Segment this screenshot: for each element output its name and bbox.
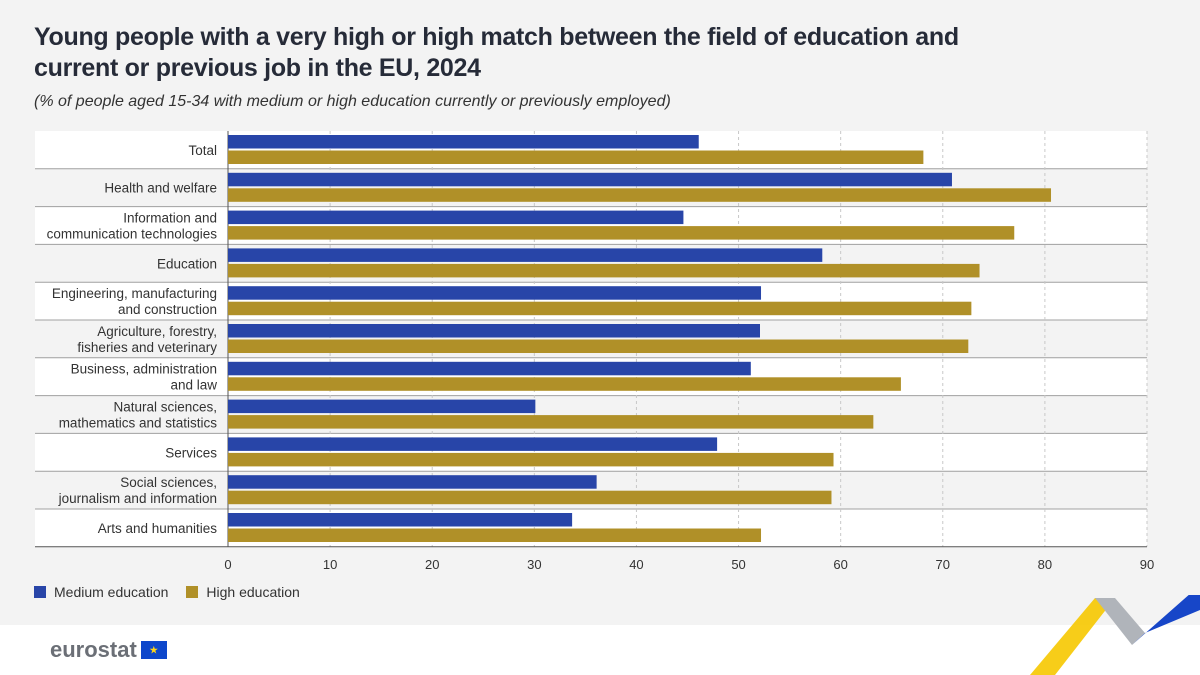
bar-medium-education (228, 475, 597, 489)
bar-medium-education (228, 513, 573, 527)
footer (0, 625, 1200, 675)
bar-high-education (228, 150, 924, 164)
bar-medium-education (228, 248, 823, 262)
x-tick-label: 80 (1038, 557, 1052, 572)
legend-item-medium: Medium education (34, 584, 168, 600)
category-label: Education (157, 256, 217, 271)
category-label: Engineering, manufacturing and constructi… (52, 286, 217, 317)
eurostat-logo: eurostat ★ (50, 637, 167, 663)
bar-medium-education (228, 210, 684, 225)
x-tick-label: 20 (425, 557, 439, 572)
x-tick-label: 60 (833, 557, 847, 572)
bar-high-education (228, 490, 832, 505)
bar-high-education (228, 339, 969, 353)
x-tick-label: 90 (1140, 557, 1154, 572)
bar-high-education (228, 263, 980, 278)
category-label: Arts and humanities (98, 521, 218, 536)
category-label: Information and communication technologie… (47, 211, 218, 242)
category-label: Social sciences, journalism and informati… (58, 475, 217, 506)
x-tick-label: 0 (224, 557, 231, 572)
category-label: Business, administration and law (71, 362, 218, 393)
bar-medium-education (228, 361, 751, 376)
category-label: Agriculture, forestry, fisheries and vete… (77, 324, 217, 355)
eu-flag-icon: ★ (140, 641, 167, 659)
decorative-chevrons (1030, 595, 1200, 675)
x-tick-label: 30 (527, 557, 541, 572)
bar-high-education (228, 226, 1015, 240)
eurostat-wordmark: eurostat (50, 637, 137, 662)
x-tick-label: 10 (323, 557, 337, 572)
bar-high-education (228, 528, 762, 542)
category-label: Total (188, 143, 217, 158)
bar-medium-education (228, 437, 718, 451)
x-tick-label: 70 (936, 557, 950, 572)
bar-high-education (228, 415, 874, 429)
legend-swatch-medium (34, 586, 46, 598)
chart-title: Young people with a very high or high ma… (34, 23, 959, 82)
bar-medium-education (228, 324, 760, 338)
legend: Medium education High education (34, 584, 300, 600)
chart-subtitle: (% of people aged 15-34 with medium or h… (34, 93, 671, 110)
category-label: Health and welfare (104, 181, 217, 196)
legend-swatch-high (186, 586, 199, 598)
bar-high-education (228, 301, 972, 316)
category-label: Natural sciences, mathematics and statist… (59, 400, 218, 431)
bar-high-education (228, 188, 1052, 202)
category-label: Services (165, 445, 217, 460)
bar-chart: 0 10 20 30 40 50 60 70 80 90 Total Health and welfa… (35, 131, 1154, 572)
legend-label-medium: Medium education (54, 584, 169, 600)
x-tick-label: 50 (731, 557, 745, 572)
bar-high-education (228, 377, 901, 391)
bar-high-education (228, 452, 834, 467)
bar-medium-education (228, 172, 952, 187)
legend-label-high: High education (206, 584, 300, 600)
x-tick-label: 40 (629, 557, 643, 572)
bar-medium-education (228, 399, 536, 414)
legend-item-high: High education (186, 584, 300, 600)
bar-medium-education (228, 286, 762, 300)
bar-medium-education (228, 135, 699, 149)
